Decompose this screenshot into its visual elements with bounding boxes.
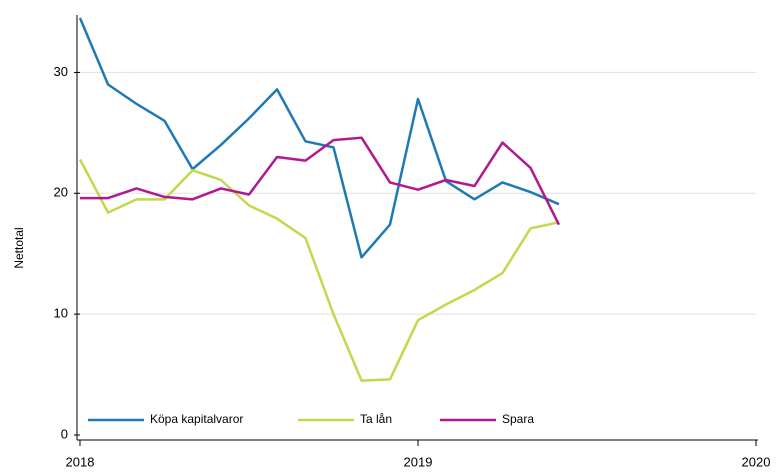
x-tick-label: 2019 [404, 454, 433, 469]
y-tick-label: 10 [54, 306, 68, 321]
legend-label: Spara [502, 412, 534, 426]
x-tick-label: 2020 [742, 454, 771, 469]
line-series [78, 158, 560, 382]
legend-label: Ta lån [360, 412, 392, 426]
line-series [78, 17, 560, 259]
x-tick-label: 2018 [66, 454, 95, 469]
y-tick-label: 30 [54, 64, 68, 79]
y-tick-label: 20 [54, 185, 68, 200]
legend-label: Köpa kapitalvaror [150, 412, 243, 426]
line-series [80, 136, 561, 226]
y-axis-label: Nettotal [12, 227, 26, 268]
y-tick-label: 0 [61, 426, 68, 441]
